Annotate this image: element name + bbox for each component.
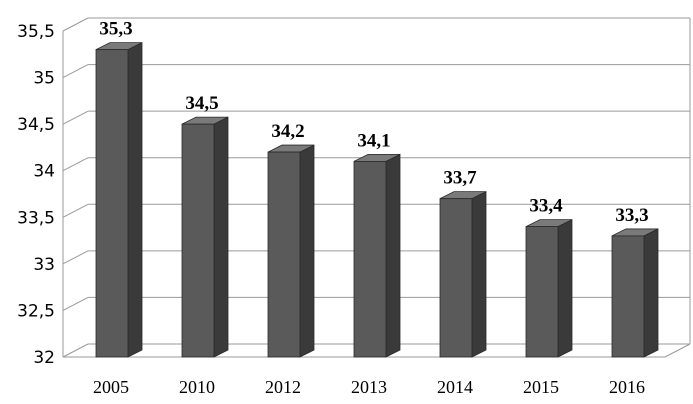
x-tick-label: 2005 (93, 377, 129, 397)
data-label: 34,2 (271, 121, 304, 142)
data-label: 34,5 (185, 93, 218, 114)
bar-front (353, 160, 387, 358)
bar-front (611, 235, 645, 358)
bar-side (471, 191, 487, 358)
bar-front (181, 123, 215, 358)
x-tick-label: 2012 (265, 377, 301, 397)
gridline-depth (62, 157, 89, 172)
gridline-depth (62, 296, 89, 311)
bar (353, 153, 401, 358)
bar-front (95, 49, 129, 358)
bar-side (385, 153, 401, 358)
data-label: 33,7 (443, 168, 477, 189)
x-tick-label: 2015 (523, 377, 559, 397)
bar (181, 116, 229, 358)
y-tick-label: 35 (33, 69, 55, 89)
bar-side (299, 144, 315, 358)
floor-edge (664, 343, 691, 358)
data-label: 35,3 (99, 19, 132, 40)
bar-front (439, 198, 473, 358)
bar-side (643, 228, 659, 358)
x-tick-label: 2013 (351, 377, 387, 397)
x-tick-label: 2016 (609, 377, 645, 397)
y-tick-label: 32 (33, 348, 55, 368)
gridline-depth (62, 110, 89, 125)
bar (611, 228, 659, 358)
bar-front (525, 226, 559, 358)
y-tick-label: 34,5 (17, 115, 55, 135)
y-tick-label: 33 (33, 255, 55, 275)
x-tick-label: 2010 (179, 377, 215, 397)
bar (439, 191, 487, 358)
data-label: 33,4 (529, 196, 563, 217)
y-tick-label: 32,5 (17, 301, 55, 321)
bar (525, 218, 573, 358)
y-tick-label: 35,5 (17, 22, 55, 42)
labels-layer: 35,3 34,5 34,2 34,1 33,7 33,4 33,3 (99, 19, 648, 226)
bar (267, 144, 315, 358)
data-label: 34,1 (357, 130, 390, 151)
data-label: 33,3 (615, 205, 648, 226)
y-tick-label: 34 (33, 162, 55, 182)
gridline-depth (62, 17, 89, 32)
bar-side (213, 116, 229, 358)
gridline-depth (62, 203, 89, 218)
bar-side (127, 41, 143, 358)
gridline-depth (62, 64, 89, 79)
gridline-depth (62, 250, 89, 265)
bar (95, 41, 143, 358)
y-tick-label: 33,5 (17, 208, 55, 228)
bar-front (267, 151, 301, 358)
axis-layer: 32 32,5 33 33,5 34 34,5 35 35,5 2005 2010 2012 2013… (17, 22, 665, 397)
x-tick-label: 2014 (437, 377, 473, 397)
bar-side (557, 218, 573, 358)
gridline-depth (62, 343, 89, 358)
bars-layer (95, 41, 659, 358)
